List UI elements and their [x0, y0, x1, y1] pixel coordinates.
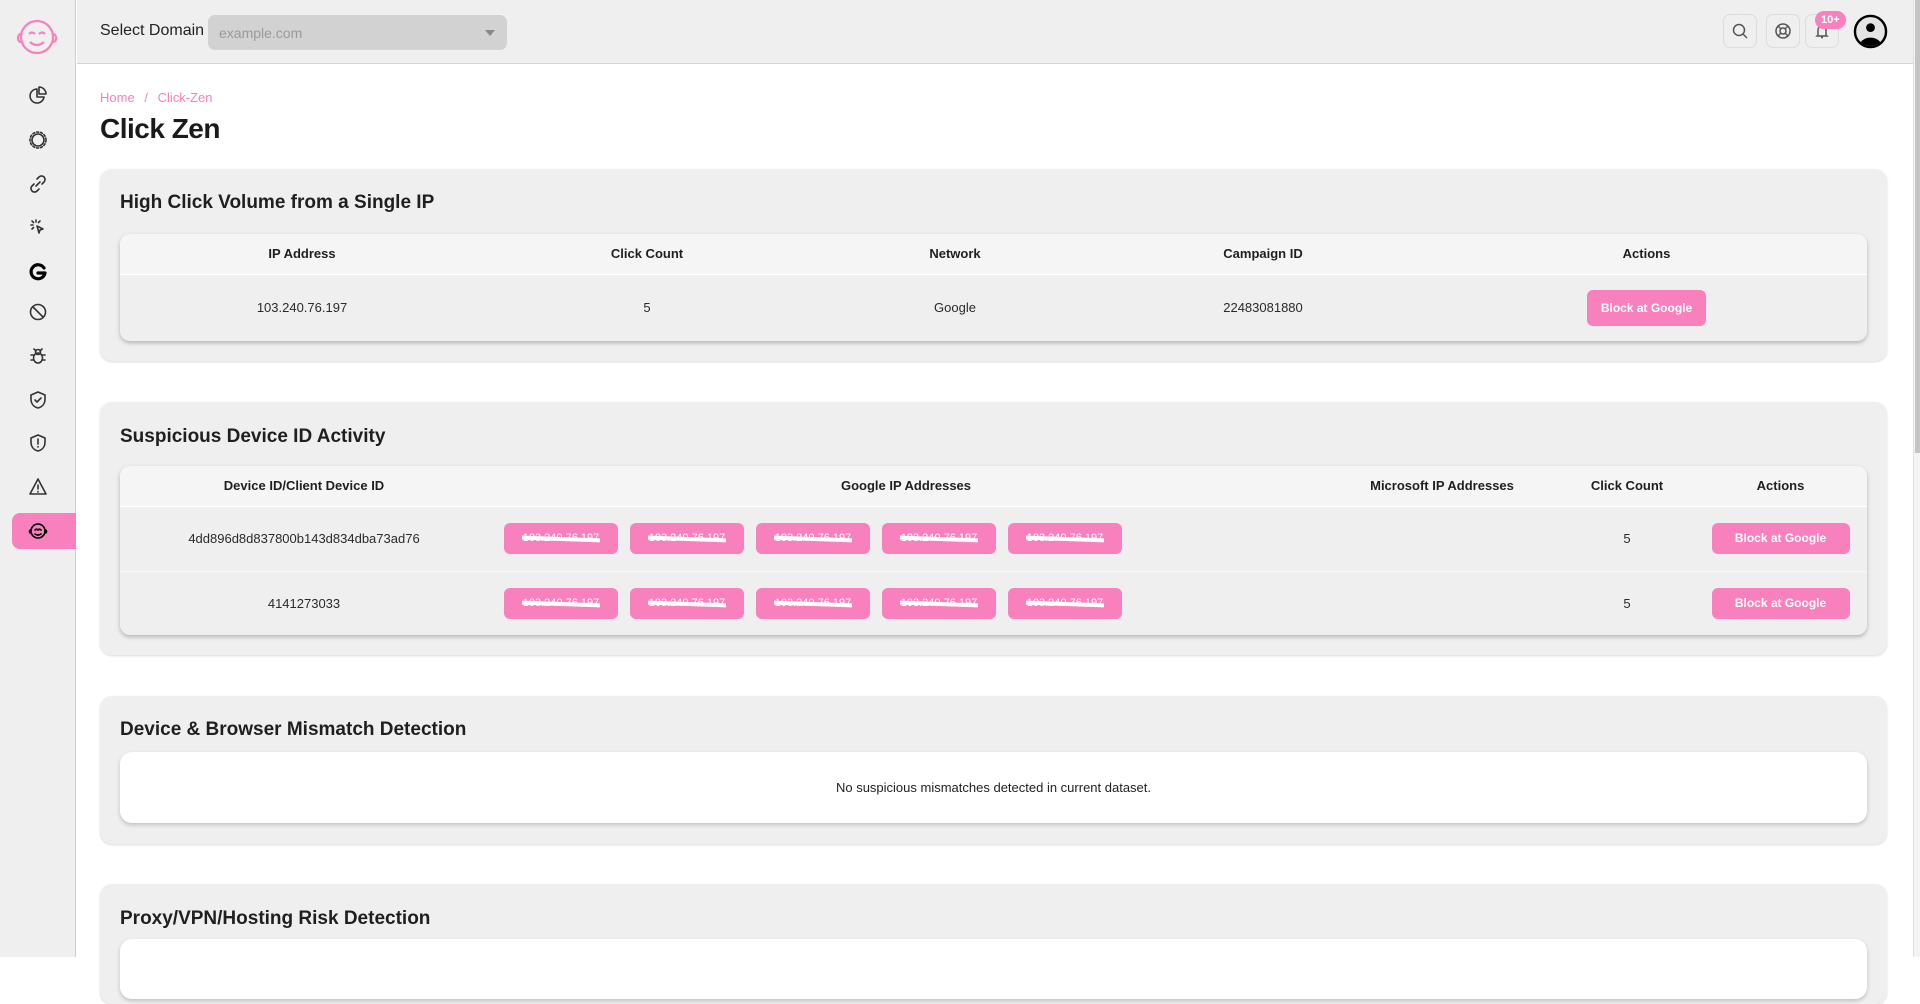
shield-alert-icon [30, 434, 46, 452]
google-ip-chip[interactable]: 103.240.76.197 [630, 523, 744, 554]
microsoft-ips [1324, 571, 1560, 635]
shield-check-icon [30, 391, 46, 409]
sidebar-item-dashboard[interactable] [12, 78, 76, 114]
block-at-google-button[interactable]: Block at Google [1711, 587, 1850, 619]
column-header: Actions [1426, 234, 1867, 275]
table-row: 4dd896d8d837800b143d834dba73ad76 103.240… [120, 506, 1867, 572]
proxy-table [120, 939, 1867, 999]
bug-icon [30, 348, 46, 364]
table-row: 4141273033 103.240.76.197 103.240.76.197… [120, 571, 1867, 635]
link-icon [30, 175, 46, 193]
notification-badge: 10+ [1815, 11, 1846, 29]
google-icon [29, 263, 47, 281]
google-ip-chip[interactable]: 103.240.76.197 [504, 523, 618, 554]
campaign-id: 22483081880 [1223, 300, 1303, 316]
column-header: Network [810, 234, 1100, 275]
google-ip-chip[interactable]: 103.240.76.197 [882, 523, 996, 554]
domain-placeholder: example.com [219, 25, 303, 41]
user-avatar-icon[interactable] [1853, 14, 1888, 49]
column-header: Actions [1694, 466, 1867, 507]
block-at-google-button[interactable]: Block at Google [1711, 523, 1850, 554]
high-click-table: IP Address Click Count Network Campaign … [120, 234, 1867, 341]
sidebar-item-alerts[interactable] [12, 425, 76, 461]
ip-address: 103.240.76.197 [256, 300, 348, 316]
high-click-card: High Click Volume from a Single IP IP Ad… [100, 169, 1887, 361]
column-header: Click Count [1560, 466, 1694, 507]
google-ip-chip[interactable]: 103.240.76.197 [504, 587, 618, 619]
sidebar-item-settings[interactable] [12, 122, 76, 158]
search-button[interactable] [1723, 14, 1757, 48]
page-scrollbar[interactable] [1913, 0, 1920, 957]
sidebar-item-warnings[interactable] [12, 469, 76, 505]
device-id-card: Suspicious Device ID Activity Device ID/… [100, 402, 1887, 655]
device-id: 4dd896d8d837800b143d834dba73ad76 [120, 506, 488, 572]
block-at-google-button[interactable]: Block at Google [1586, 289, 1707, 326]
lifebuoy-icon [1775, 23, 1791, 39]
card-title: Suspicious Device ID Activity [120, 426, 386, 447]
click-count: 5 [1623, 595, 1631, 611]
domain-select[interactable]: example.com [208, 15, 507, 50]
chevron-down-icon [485, 30, 495, 36]
sidebar-item-bots[interactable] [12, 338, 76, 374]
table-row: 103.240.76.197 5 Google 22483081880 Bloc… [120, 274, 1867, 341]
card-title: High Click Volume from a Single IP [120, 192, 435, 213]
breadcrumb: Home / Click-Zen [100, 90, 218, 105]
mismatch-card: Device & Browser Mismatch Detection No s… [100, 696, 1887, 844]
click-cursor-icon [30, 219, 44, 234]
sidebar-item-protection[interactable] [12, 382, 76, 418]
search-icon [1732, 23, 1748, 39]
google-ip-chip[interactable]: 103.240.76.197 [630, 587, 744, 619]
google-ip-chip[interactable]: 103.240.76.197 [1008, 587, 1122, 619]
domain-label: Select Domain [100, 22, 205, 39]
warning-icon [29, 478, 47, 495]
breadcrumb-home[interactable]: Home [100, 90, 135, 105]
breadcrumb-current: Click-Zen [157, 90, 213, 105]
proxy-vpn-card: Proxy/VPN/Hosting Risk Detection [100, 884, 1887, 1004]
sidebar-item-links[interactable] [12, 166, 76, 202]
column-header: IP Address [120, 234, 484, 275]
column-header: Microsoft IP Addresses [1324, 466, 1560, 507]
card-title: Proxy/VPN/Hosting Risk Detection [120, 908, 431, 929]
sidebar-item-blocked[interactable] [12, 294, 76, 330]
microsoft-ips [1324, 506, 1560, 572]
click-zen-logo[interactable] [14, 14, 60, 58]
sidebar-item-clicks[interactable] [12, 210, 76, 246]
click-count: 5 [1560, 506, 1694, 572]
google-ip-chip[interactable]: 103.240.76.197 [1008, 523, 1122, 554]
click-zen-icon [28, 523, 48, 539]
page-title: Click Zen [100, 113, 220, 144]
breadcrumb-separator: / [144, 90, 148, 105]
google-ip-chip[interactable]: 103.240.76.197 [756, 523, 870, 554]
google-ip-chip[interactable]: 103.240.76.197 [756, 587, 870, 619]
sidebar-item-google[interactable] [12, 254, 76, 290]
scrollbar-thumb[interactable] [1915, 0, 1920, 453]
pie-chart-icon [29, 86, 47, 104]
column-header: Device ID/Client Device ID [120, 466, 488, 507]
column-header: Click Count [484, 234, 810, 275]
empty-state-message: No suspicious mismatches detected in cur… [120, 752, 1867, 823]
click-count: 5 [643, 300, 651, 316]
column-header: Google IP Addresses [488, 466, 1324, 507]
top-header: Select Domain example.com 10+ [77, 0, 1913, 64]
card-title: Device & Browser Mismatch Detection [120, 719, 467, 740]
device-id-table: Device ID/Client Device ID Google IP Add… [120, 466, 1867, 635]
block-icon [29, 303, 47, 321]
network: Google [934, 300, 976, 316]
google-ip-chip[interactable]: 103.240.76.197 [882, 587, 996, 619]
settings-icon [29, 131, 47, 149]
sidebar-item-click-zen[interactable] [12, 513, 76, 549]
sidebar [0, 0, 76, 957]
help-button[interactable] [1766, 14, 1800, 48]
device-id: 4141273033 [267, 595, 341, 611]
column-header: Campaign ID [1100, 234, 1426, 275]
